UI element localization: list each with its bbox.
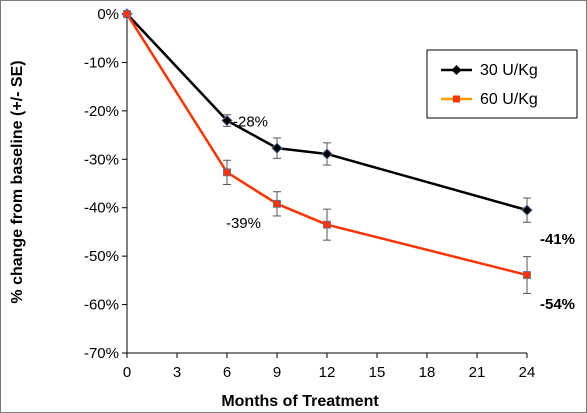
data-point-square	[273, 199, 281, 208]
data-point-diamond	[221, 114, 233, 127]
y-tick-label: -30%	[84, 151, 119, 168]
y-tick-label: -70%	[84, 345, 119, 362]
data-point-square	[123, 10, 131, 18]
x-tick-label: 24	[519, 364, 536, 381]
data-point-square	[223, 168, 231, 177]
legend-label-60: 60 U/Kg	[480, 91, 538, 108]
data-point-diamond	[321, 148, 333, 160]
y-ticks: 0% -10% -20% -30% -40% -50% -60% -70%	[84, 6, 127, 362]
legend-diamond-marker	[451, 65, 462, 75]
data-point-diamond	[521, 204, 533, 216]
data-label: -39%	[226, 215, 261, 232]
legend-label-30: 30 U/Kg	[480, 62, 538, 79]
y-tick-label: -20%	[84, 103, 119, 120]
series-layer	[121, 8, 533, 294]
legend-box	[426, 49, 578, 119]
y-tick-label: -50%	[84, 248, 119, 265]
data-point-square	[323, 220, 331, 229]
y-tick-label: -60%	[84, 297, 119, 314]
x-tick-label: 9	[273, 364, 281, 381]
annotations: -28% -39% -41% -54%	[226, 114, 575, 313]
data-point-diamond	[271, 142, 283, 154]
y-tick-label: -40%	[84, 200, 119, 217]
data-label: -41%	[540, 231, 575, 248]
legend: 30 U/Kg 60 U/Kg	[426, 49, 578, 119]
x-tick-label: 0	[123, 364, 131, 381]
x-tick-label: 12	[319, 364, 336, 381]
y-axis-title: % change from baseline (+/- SE)	[9, 60, 26, 303]
x-axis-title: Months of Treatment	[221, 393, 379, 410]
x-tick-label: 6	[223, 364, 231, 381]
data-point-square	[523, 271, 531, 279]
data-label: -28%	[233, 114, 268, 131]
x-tick-label: 21	[469, 364, 486, 381]
x-tick-label: 18	[419, 364, 436, 381]
legend-square-marker	[453, 95, 460, 103]
y-tick-label: 0%	[97, 6, 119, 23]
x-ticks: 0 3 6 9 12 15 18 21 24	[123, 353, 536, 381]
x-tick-label: 3	[173, 364, 181, 381]
x-tick-label: 15	[369, 364, 386, 381]
y-tick-label: -10%	[84, 54, 119, 71]
data-label: -54%	[540, 296, 575, 313]
series-2	[123, 10, 531, 294]
